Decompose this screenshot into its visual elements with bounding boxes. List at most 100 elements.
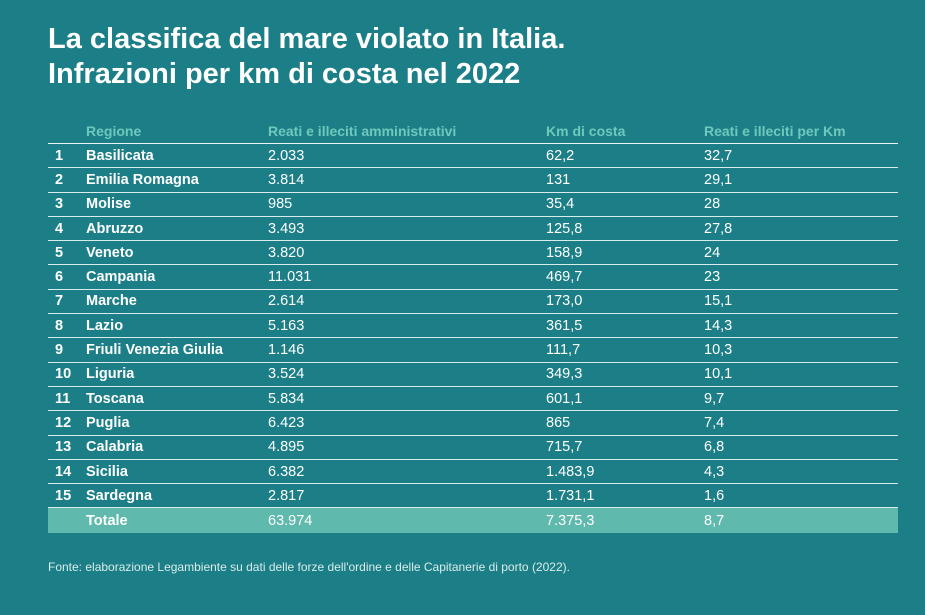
table-cell-region: Campania [86,264,268,290]
table-cell-offenses-per-km: 4,3 [704,459,898,485]
table-body: 1 Basilicata 2.033 62,2 32,7 2 Emilia Romagna 3… [48,143,898,534]
table-row: 2 Emilia Romagna 3.814 131 29,1 [48,167,898,193]
table-row: 5 Veneto 3.820 158,9 24 [48,240,898,266]
table-cell-offenses: 2.614 [268,289,546,315]
table-cell-region: Sardegna [86,483,268,509]
table-cell-region: Toscana [86,386,268,412]
table-cell-coast-km: 158,9 [546,240,704,266]
table-cell-coast-km: 865 [546,410,704,436]
table-cell-offenses: 11.031 [268,264,546,290]
table-cell-rank: 4 [48,216,86,242]
table-cell-rank: 7 [48,289,86,315]
total-cell-rank [48,507,86,534]
table-cell-coast-km: 601,1 [546,386,704,412]
table-cell-coast-km: 62,2 [546,143,704,169]
table-row: 3 Molise 985 35,4 28 [48,192,898,217]
table-cell-offenses-per-km: 7,4 [704,410,898,436]
table-cell-offenses: 2.033 [268,143,546,169]
table-header-row: Regione Reati e illeciti amministrativi … [48,119,898,144]
table-cell-offenses: 5.834 [268,386,546,412]
table-cell-offenses: 2.817 [268,483,546,509]
table-row: 11 Toscana 5.834 601,1 9,7 [48,386,898,412]
total-cell-coast-km: 7.375,3 [546,507,704,534]
table-row: 10 Liguria 3.524 349,3 10,1 [48,362,898,387]
table-cell-rank: 13 [48,435,86,460]
column-header-coast-km: Km di costa [546,119,704,144]
table-cell-offenses-per-km: 29,1 [704,167,898,193]
table-cell-region: Emilia Romagna [86,167,268,193]
table-cell-coast-km: 131 [546,167,704,193]
table-cell-rank: 11 [48,386,86,412]
table-cell-offenses: 4.895 [268,435,546,460]
table-cell-region: Basilicata [86,143,268,169]
table-cell-region: Marche [86,289,268,315]
table-cell-rank: 5 [48,240,86,266]
total-row: Totale 63.974 7.375,3 8,7 [48,507,898,534]
ranking-table: Regione Reati e illeciti amministrativi … [48,119,898,534]
table-cell-rank: 14 [48,459,86,485]
table-row: 6 Campania 11.031 469,7 23 [48,264,898,290]
table-cell-offenses-per-km: 14,3 [704,313,898,339]
table-row: 8 Lazio 5.163 361,5 14,3 [48,313,898,339]
table-cell-offenses-per-km: 27,8 [704,216,898,242]
table-cell-offenses: 3.820 [268,240,546,266]
table-cell-coast-km: 35,4 [546,192,704,217]
table-cell-offenses: 985 [268,192,546,217]
table-cell-offenses-per-km: 24 [704,240,898,266]
column-header-offenses-per-km: Reati e illeciti per Km [704,119,898,144]
title-line-2: Infrazioni per km di costa nel 2022 [48,58,521,90]
table-cell-rank: 10 [48,362,86,387]
table-cell-offenses-per-km: 32,7 [704,143,898,169]
table-cell-region: Abruzzo [86,216,268,242]
column-header-region: Regione [86,119,268,144]
title-line-1: La classifica del mare violato in Italia… [48,23,566,55]
table-cell-region: Veneto [86,240,268,266]
table-cell-offenses-per-km: 23 [704,264,898,290]
table-cell-coast-km: 715,7 [546,435,704,460]
table-cell-rank: 9 [48,337,86,363]
table-cell-offenses-per-km: 1,6 [704,483,898,509]
table-cell-offenses: 3.814 [268,167,546,193]
table-cell-coast-km: 125,8 [546,216,704,242]
total-cell-offenses: 63.974 [268,507,546,534]
table-row: 4 Abruzzo 3.493 125,8 27,8 [48,216,898,242]
table-cell-offenses-per-km: 15,1 [704,289,898,315]
table-row: 15 Sardegna 2.817 1.731,1 1,6 [48,483,898,509]
table-cell-region: Liguria [86,362,268,387]
table-row: 14 Sicilia 6.382 1.483,9 4,3 [48,459,898,485]
table-cell-region: Puglia [86,410,268,436]
table-cell-offenses-per-km: 28 [704,192,898,217]
table-cell-region: Calabria [86,435,268,460]
table-cell-offenses: 6.382 [268,459,546,485]
table-row: 9 Friuli Venezia Giulia 1.146 111,7 10,3 [48,337,898,363]
table-cell-offenses: 3.524 [268,362,546,387]
table-cell-offenses-per-km: 10,3 [704,337,898,363]
table-cell-rank: 12 [48,410,86,436]
table-cell-coast-km: 361,5 [546,313,704,339]
table-cell-offenses: 6.423 [268,410,546,436]
table-cell-offenses-per-km: 6,8 [704,435,898,460]
table-row: 12 Puglia 6.423 865 7,4 [48,410,898,436]
table-cell-region: Lazio [86,313,268,339]
table-cell-region: Molise [86,192,268,217]
page-title: La classifica del mare violato in Italia… [48,22,565,92]
table-cell-offenses: 1.146 [268,337,546,363]
table-cell-coast-km: 173,0 [546,289,704,315]
table-cell-rank: 6 [48,264,86,290]
table-cell-coast-km: 469,7 [546,264,704,290]
table-row: 7 Marche 2.614 173,0 15,1 [48,289,898,315]
table-row: 1 Basilicata 2.033 62,2 32,7 [48,143,898,169]
table-cell-offenses: 5.163 [268,313,546,339]
table-cell-offenses-per-km: 9,7 [704,386,898,412]
table-cell-rank: 2 [48,167,86,193]
table-cell-region: Sicilia [86,459,268,485]
table-cell-rank: 1 [48,143,86,169]
table-cell-rank: 15 [48,483,86,509]
table-cell-offenses-per-km: 10,1 [704,362,898,387]
column-header-rank [48,119,86,144]
table-cell-rank: 3 [48,192,86,217]
column-header-offenses: Reati e illeciti amministrativi [268,119,546,144]
total-cell-offenses-per-km: 8,7 [704,507,898,534]
table-cell-region: Friuli Venezia Giulia [86,337,268,363]
table-cell-rank: 8 [48,313,86,339]
